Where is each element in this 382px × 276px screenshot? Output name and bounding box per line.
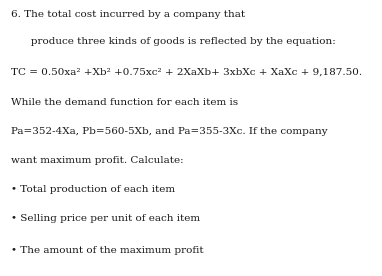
Text: • The amount of the maximum profit: • The amount of the maximum profit	[11, 246, 204, 255]
Text: • Selling price per unit of each item: • Selling price per unit of each item	[11, 214, 201, 223]
Text: • Total production of each item: • Total production of each item	[11, 185, 176, 194]
Text: Pa=352-4Xa, Pb=560-5Xb, and Pa=355-3Xc. If the company: Pa=352-4Xa, Pb=560-5Xb, and Pa=355-3Xc. …	[11, 127, 328, 136]
Text: produce three kinds of goods is reflected by the equation:: produce three kinds of goods is reflecte…	[21, 37, 336, 46]
Text: While the demand function for each item is: While the demand function for each item …	[11, 98, 239, 107]
Text: TC = 0.50xa² +Xb² +0.75xc² + 2XaXb+ 3xbXc + XaXc + 9,187.50.: TC = 0.50xa² +Xb² +0.75xc² + 2XaXb+ 3xbX…	[11, 68, 363, 77]
Text: want maximum profit. Calculate:: want maximum profit. Calculate:	[11, 156, 184, 165]
Text: 6. The total cost incurred by a company that: 6. The total cost incurred by a company …	[11, 10, 246, 19]
